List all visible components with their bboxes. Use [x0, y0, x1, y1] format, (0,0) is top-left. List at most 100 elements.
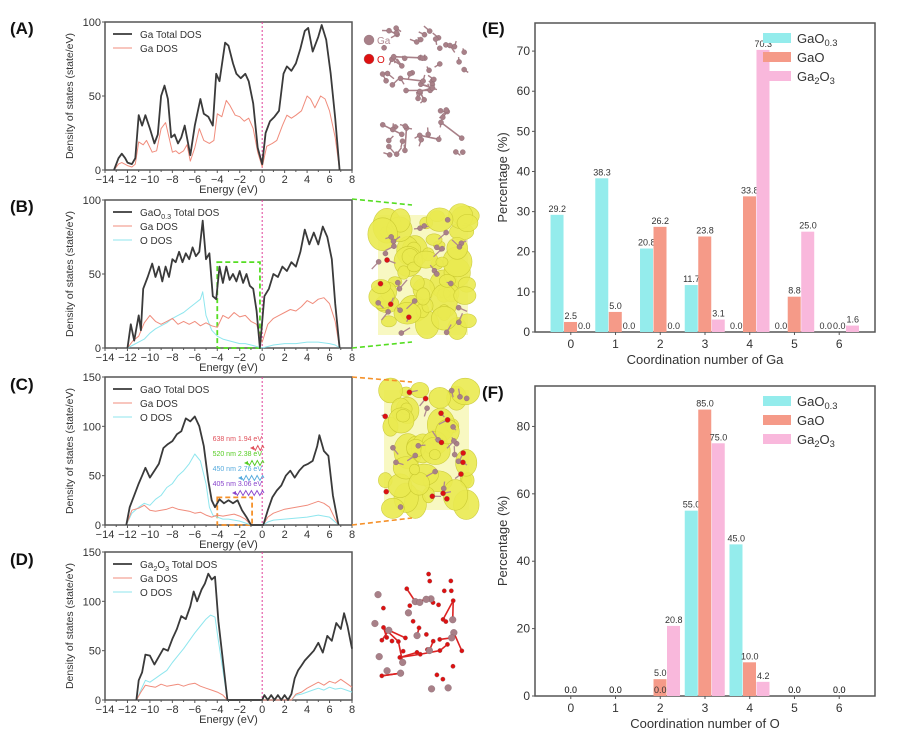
atom [456, 244, 463, 250]
atom [429, 493, 436, 500]
atom [387, 301, 394, 307]
x-axis-label: Energy (eV) [199, 362, 258, 374]
atom [375, 653, 383, 661]
photon-label: 405 nm 3.06 eV [213, 481, 263, 488]
series-line-o [127, 291, 340, 349]
y-axis-label: Percentage (%) [495, 496, 510, 586]
atom [386, 143, 392, 150]
x-tick-label: −10 [141, 352, 160, 364]
atom [401, 55, 408, 62]
atom [441, 588, 447, 594]
legend-label: Ga DOS [140, 44, 178, 55]
atom [382, 413, 388, 420]
x-tick-label: 4 [304, 352, 310, 364]
x-tick-label: −12 [118, 704, 137, 716]
atom [458, 471, 464, 477]
atom [443, 329, 450, 336]
atom [450, 663, 456, 669]
atom [377, 280, 384, 287]
bar-value-label: 25.0 [799, 221, 817, 231]
x-tick-label: −14 [96, 529, 115, 541]
atom [426, 28, 433, 34]
x-tick-label: 3 [702, 701, 709, 715]
atom [425, 131, 431, 138]
bar-bar_gao03 [684, 510, 698, 696]
atom [407, 603, 413, 609]
atom [443, 107, 450, 113]
atom [448, 578, 454, 584]
atom [399, 63, 405, 69]
x-tick-label: −6 [189, 704, 202, 716]
series-line-total [113, 24, 341, 171]
x-axis-label: Coordination number of O [630, 716, 780, 731]
panel-E: (E)29.238.320.811.70.0 0.0 0.02.55.026.223… [482, 19, 876, 367]
x-tick-label: −12 [118, 174, 137, 186]
bar-bar_gao [653, 226, 667, 332]
subscript: 2 [814, 439, 819, 449]
atom [437, 45, 443, 51]
atom [455, 458, 462, 465]
bar-value-label: 2.5 [565, 311, 578, 321]
atom [400, 648, 406, 654]
y-tick-label: 0 [95, 165, 101, 177]
panel-B: (B) −14 −12 −10 −8 −6 −4 −2 0 2 4 6 8 0 50 100 Energy (e… [10, 195, 355, 374]
isosurface-blob [450, 377, 481, 406]
bar-value-label: 0.0 [833, 685, 846, 695]
x-tick-label: −10 [141, 529, 160, 541]
legend-label: GaO0.3​ [797, 31, 837, 48]
x-tick-label: 3 [702, 337, 709, 351]
isosurface-blob [415, 287, 431, 306]
subscript: 0.3 [161, 212, 171, 221]
atom [393, 25, 399, 31]
bar-bar_gao [698, 409, 712, 696]
atom [396, 639, 401, 644]
text-span: GaO [797, 31, 824, 46]
atom [424, 405, 430, 411]
photon-arrow-icon [232, 491, 236, 495]
legend-swatch [763, 33, 791, 43]
y-tick-label: 70 [517, 44, 531, 58]
y-tick-label: 20 [517, 622, 531, 636]
series-line-ga [135, 678, 353, 701]
x-tick-label: −10 [141, 174, 160, 186]
structure-gao03-isosurface [367, 203, 480, 340]
x-tick-label: 6 [326, 704, 332, 716]
bar-value-label: 8.8 [788, 286, 801, 296]
x-tick-label: 6 [326, 352, 332, 364]
atom [438, 119, 444, 126]
photon-wave [235, 489, 265, 497]
bar-value-label: 55.0 [683, 500, 701, 510]
atom [456, 59, 462, 65]
atom [436, 602, 441, 608]
series-line-ga [113, 95, 341, 171]
x-tick-label: −12 [118, 529, 137, 541]
atom [438, 439, 445, 446]
atom [444, 417, 451, 423]
bar-bar_ga2o3 [711, 319, 725, 332]
y-axis-label: Density of states (state/eV) [64, 33, 76, 159]
x-tick-label: 2 [657, 701, 664, 715]
atom [399, 131, 405, 138]
x-tick-label: 2 [282, 529, 288, 541]
bar-bar_gao [742, 662, 756, 696]
bar-bar_gao [653, 679, 667, 696]
bar-value-label: 4.2 [757, 671, 770, 681]
x-tick-label: 6 [326, 174, 332, 186]
x-tick-label: −10 [141, 704, 160, 716]
atom [427, 685, 436, 693]
atom [363, 34, 375, 46]
atom [415, 95, 421, 102]
bar-value-label: 45.0 [727, 533, 745, 543]
atom [450, 424, 456, 430]
bar-value-label: 0.0 [565, 685, 578, 695]
bar-value-label: 70.3 [754, 39, 772, 49]
isosurface-blob [413, 250, 439, 269]
x-tick-label: 2 [282, 704, 288, 716]
atom [458, 135, 465, 141]
legend-label: Ga2​O3​ [797, 69, 835, 86]
atom [384, 635, 390, 640]
x-tick-label: −4 [211, 529, 224, 541]
x-tick-label: 6 [326, 529, 332, 541]
x-tick-label: −2 [233, 529, 246, 541]
